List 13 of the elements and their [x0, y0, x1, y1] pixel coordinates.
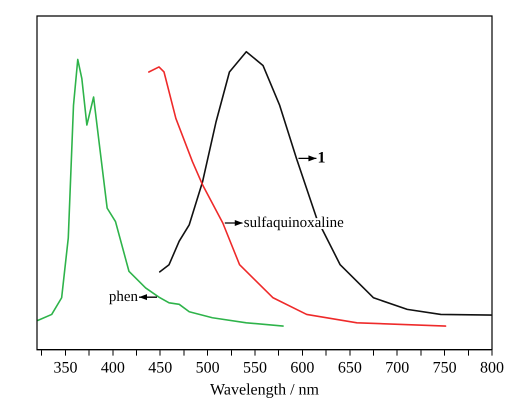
x-tick-label: 400 — [100, 359, 125, 376]
x-tick-label: 500 — [196, 359, 220, 376]
x-tick-label: 650 — [338, 359, 362, 376]
series-label: 1 — [317, 150, 326, 167]
x-tick-label: 700 — [385, 359, 410, 376]
x-tick-label: 350 — [53, 359, 78, 376]
x-tick-label: 600 — [290, 359, 314, 376]
x-tick-label: 450 — [148, 359, 172, 376]
x-tick-label: 800 — [480, 359, 504, 376]
x-axis-title: Wavelength / nm — [210, 382, 320, 399]
x-tick-label: 750 — [432, 359, 457, 376]
x-tick-label: 550 — [243, 359, 268, 376]
series-label: phen — [108, 289, 138, 306]
